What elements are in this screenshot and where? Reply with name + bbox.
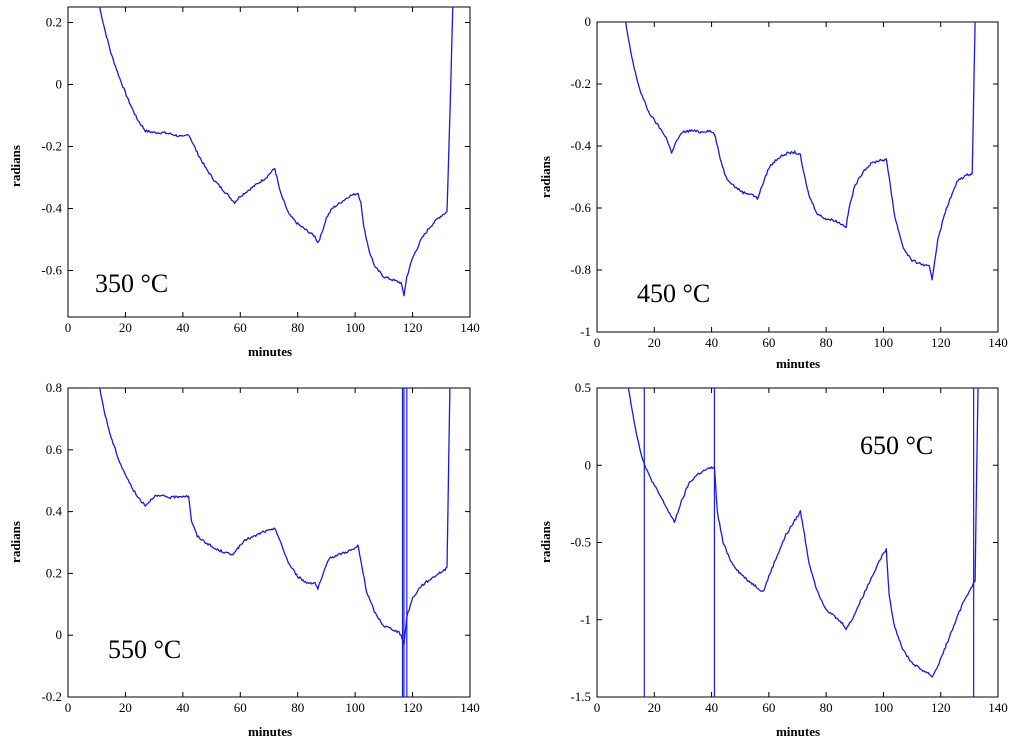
x-tick-label: 40: [176, 320, 189, 335]
x-tick-label: 80: [820, 700, 833, 715]
panel-annotation: 650 °C: [860, 431, 933, 460]
x-axis-label: minutes: [248, 724, 292, 739]
y-tick-label: 0: [585, 14, 592, 29]
y-tick-label: -1: [580, 612, 591, 627]
y-tick-label: -0.6: [41, 263, 62, 278]
x-tick-label: 140: [460, 700, 480, 715]
y-tick-label: -0.5: [570, 535, 591, 550]
y-tick-label: -0.2: [41, 139, 62, 154]
y-tick-label: 0.4: [46, 504, 63, 519]
chart-panel-650: 650 °C minutes radians 0 20 40 60 80 100 120 14…: [538, 380, 1008, 739]
x-axis-label: minutes: [776, 724, 820, 739]
y-tick-label: -0.8: [570, 262, 591, 277]
x-tick-label: 0: [594, 335, 601, 350]
y-tick-label: 0.5: [575, 380, 591, 395]
x-tick-label: 60: [234, 700, 247, 715]
y-tick-label: -1: [580, 324, 591, 339]
x-tick-label: 120: [403, 320, 423, 335]
y-tick-label: 0.8: [46, 380, 62, 395]
y-tick-label: 0.2: [46, 565, 62, 580]
chart-panel-550: 550 °C minutes radians 0 20 40 60 80 100 120 14…: [8, 380, 480, 739]
x-tick-label: 80: [291, 700, 304, 715]
x-tick-label: 100: [874, 700, 894, 715]
panel-annotation: 450 °C: [637, 279, 710, 308]
y-tick-label: -0.4: [41, 201, 62, 216]
x-tick-label: 40: [705, 700, 718, 715]
y-tick-label: -0.4: [570, 138, 591, 153]
plot-frame: [596, 21, 999, 333]
x-tick-label: 100: [874, 335, 894, 350]
panel-annotation: 550 °C: [108, 635, 181, 664]
y-axis-label: radians: [8, 145, 23, 187]
y-tick-label: -0.6: [570, 200, 591, 215]
y-axis-label: radians: [538, 521, 553, 563]
x-tick-label: 80: [820, 335, 833, 350]
plot-frame: [67, 6, 471, 318]
y-tick-label: -1.5: [570, 689, 591, 704]
y-axis-label: radians: [538, 156, 553, 198]
x-tick-label: 80: [291, 320, 304, 335]
plot-frame: [67, 387, 471, 698]
data-series-line: [627, 388, 979, 678]
x-tick-label: 120: [931, 335, 951, 350]
y-tick-label: 0: [56, 77, 63, 92]
x-tick-label: 0: [594, 700, 601, 715]
data-series-line: [625, 22, 976, 281]
y-tick-label: 0.2: [46, 15, 62, 30]
x-tick-label: 60: [762, 335, 775, 350]
panel-annotation: 350 °C: [95, 269, 168, 298]
x-tick-label: 20: [119, 700, 132, 715]
x-tick-label: 20: [648, 335, 661, 350]
data-series-line: [99, 388, 451, 646]
x-tick-label: 0: [65, 320, 72, 335]
x-tick-label: 120: [931, 700, 951, 715]
y-tick-label: -0.2: [41, 689, 62, 704]
x-tick-label: 40: [705, 335, 718, 350]
plot-frame: [596, 387, 999, 698]
x-axis-label: minutes: [776, 356, 820, 371]
data-series-line: [98, 7, 454, 297]
chart-panel-450: 450 °C minutes radians 0 20 40 60 80 100 120 14…: [538, 14, 1008, 371]
x-axis-label: minutes: [248, 344, 292, 359]
x-tick-label: 20: [648, 700, 661, 715]
x-tick-label: 140: [988, 700, 1008, 715]
x-tick-label: 60: [234, 320, 247, 335]
x-tick-label: 100: [345, 320, 365, 335]
y-tick-label: 0: [56, 627, 63, 642]
x-tick-label: 140: [988, 335, 1008, 350]
x-tick-label: 0: [65, 700, 72, 715]
y-axis-label: radians: [8, 521, 23, 563]
y-tick-label: 0: [585, 457, 592, 472]
y-tick-label: -0.2: [570, 76, 591, 91]
x-tick-label: 100: [345, 700, 365, 715]
x-tick-label: 60: [762, 700, 775, 715]
x-tick-label: 120: [403, 700, 423, 715]
x-tick-label: 40: [176, 700, 189, 715]
x-tick-label: 20: [119, 320, 132, 335]
x-tick-label: 140: [460, 320, 480, 335]
chart-panel-350: 350 °C minutes radians 0 20 40 60 80 100 120 14…: [8, 6, 480, 359]
y-tick-label: 0.6: [46, 442, 63, 457]
